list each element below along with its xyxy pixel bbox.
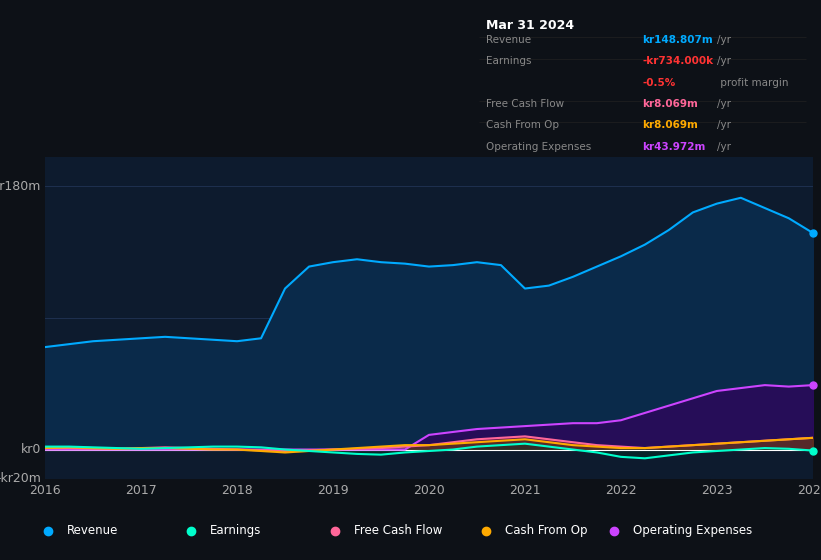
Text: Revenue: Revenue [67, 524, 118, 537]
Text: Earnings: Earnings [486, 57, 531, 67]
Text: Cash From Op: Cash From Op [486, 120, 559, 130]
Text: Operating Expenses: Operating Expenses [486, 142, 591, 152]
Text: /yr: /yr [718, 57, 732, 67]
Text: /yr: /yr [718, 35, 732, 45]
Text: kr180m: kr180m [0, 180, 41, 193]
Text: /yr: /yr [718, 99, 732, 109]
Text: profit margin: profit margin [718, 78, 789, 88]
Text: -kr20m: -kr20m [0, 472, 41, 486]
Text: Free Cash Flow: Free Cash Flow [486, 99, 564, 109]
Text: kr0: kr0 [21, 443, 41, 456]
Text: -kr734.000k: -kr734.000k [643, 57, 713, 67]
Text: /yr: /yr [718, 142, 732, 152]
Text: kr8.069m: kr8.069m [643, 99, 699, 109]
Text: Operating Expenses: Operating Expenses [633, 524, 753, 537]
Text: kr148.807m: kr148.807m [643, 35, 713, 45]
Text: Earnings: Earnings [210, 524, 262, 537]
Text: kr43.972m: kr43.972m [643, 142, 706, 152]
Text: /yr: /yr [718, 120, 732, 130]
Text: Free Cash Flow: Free Cash Flow [354, 524, 443, 537]
Text: Mar 31 2024: Mar 31 2024 [486, 19, 574, 32]
Text: kr8.069m: kr8.069m [643, 120, 699, 130]
Text: Cash From Op: Cash From Op [505, 524, 587, 537]
Text: Revenue: Revenue [486, 35, 531, 45]
Text: -0.5%: -0.5% [643, 78, 676, 88]
